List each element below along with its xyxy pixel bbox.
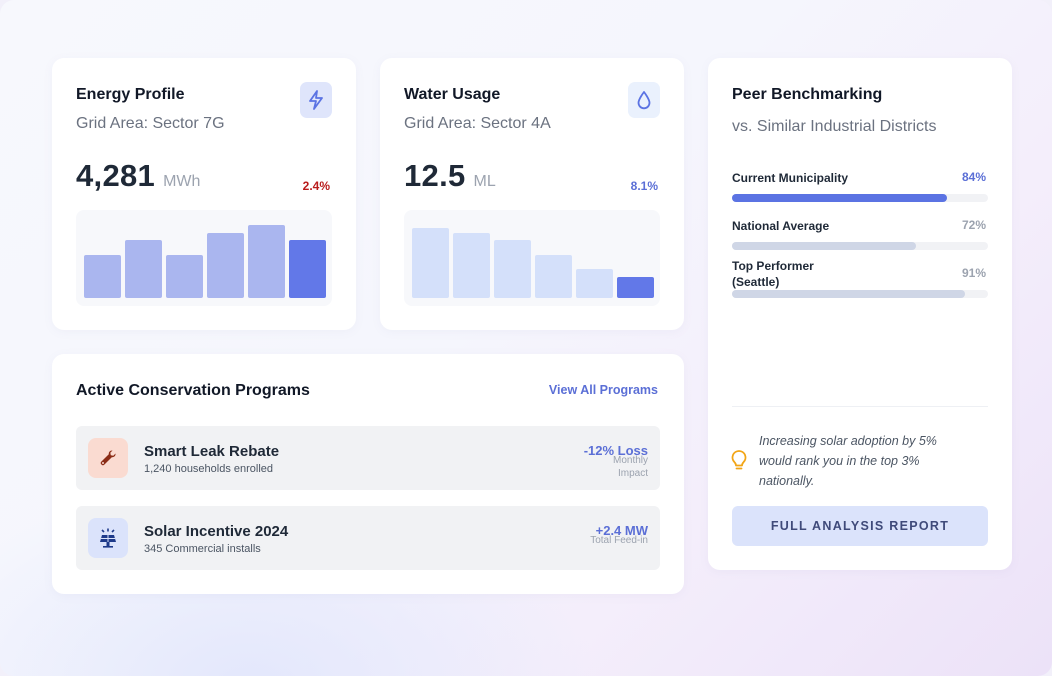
chart-bar (617, 277, 654, 298)
benchmark-label: Top Performer (Seattle) (732, 259, 814, 289)
wrench-icon (88, 438, 128, 478)
water-card-title: Water Usage (404, 86, 501, 103)
chart-bar (453, 233, 490, 298)
program-item[interactable]: Solar Incentive 2024 345 Commercial inst… (76, 506, 660, 570)
program-metric: -12% Loss (583, 443, 648, 458)
benchmark-subtitle: vs. Similar Industrial Districts (732, 118, 937, 135)
chart-bar (535, 255, 572, 298)
benchmark-value: 91% (961, 266, 986, 280)
view-all-programs-link[interactable]: View All Programs (548, 383, 658, 397)
chart-bar (494, 240, 531, 298)
program-detail: 1,240 households enrolled (144, 463, 274, 475)
benchmark-label: Current Municipality (732, 171, 849, 185)
chart-bar (166, 255, 203, 298)
energy-card-title: Energy Profile (76, 86, 185, 103)
energy-card-subtitle: Grid Area: Sector 7G (76, 115, 225, 132)
energy-metric: 4,281 MWh (76, 158, 200, 194)
benchmark-row: Current Municipality 84% (732, 170, 988, 202)
water-usage-card: Water Usage Grid Area: Sector 4A 12.5 ML… (380, 58, 684, 330)
water-drop-icon (628, 82, 660, 118)
chart-bar (576, 269, 613, 298)
energy-unit: MWh (163, 173, 201, 190)
benchmark-label: National Average (732, 219, 830, 233)
lightbulb-icon (730, 449, 748, 478)
peer-benchmarking-card: Peer Benchmarking vs. Similar Industrial… (708, 58, 1012, 570)
energy-profile-card: Energy Profile Grid Area: Sector 7G 4,28… (52, 58, 356, 330)
benchmark-value: 72% (961, 218, 986, 232)
chart-bar (125, 240, 162, 298)
chart-bar (248, 225, 285, 298)
program-metric-label: Total Feed-in (590, 535, 648, 546)
water-change: 8.1% (630, 179, 658, 193)
program-item[interactable]: Smart Leak Rebate 1,240 households enrol… (76, 426, 660, 490)
chart-bar (289, 240, 326, 298)
programs-title: Active Conservation Programs (76, 382, 310, 399)
energy-change: 2.4% (302, 179, 330, 193)
water-card-subtitle: Grid Area: Sector 4A (404, 115, 551, 132)
chart-bar (84, 255, 121, 298)
program-name: Solar Incentive 2024 (144, 523, 289, 540)
program-detail: 345 Commercial installs (144, 543, 261, 555)
program-metric-label: Monthly Impact (612, 455, 648, 479)
benchmark-title: Peer Benchmarking (732, 86, 883, 103)
insight-text: Increasing solar adoption by 5% would ra… (759, 434, 937, 488)
chart-bar (207, 233, 244, 298)
program-name: Smart Leak Rebate (144, 443, 280, 460)
benchmark-row: National Average 72% (732, 218, 988, 250)
water-metric: 12.5 ML (404, 158, 496, 194)
benchmark-fill (732, 194, 948, 202)
full-analysis-report-button[interactable]: FULL ANALYSIS REPORT (732, 506, 988, 546)
benchmark-track (732, 290, 988, 298)
divider (732, 406, 988, 407)
water-bar-chart (404, 210, 660, 306)
benchmark-track (732, 194, 988, 202)
solar-panel-icon (88, 518, 128, 558)
energy-bar-chart (76, 210, 332, 306)
water-value: 12.5 (404, 158, 466, 193)
benchmark-row: Top Performer (Seattle) 91% (732, 258, 988, 298)
lightning-icon (300, 82, 332, 118)
program-metric: +2.4 MW (595, 523, 648, 538)
conservation-programs-card: Active Conservation Programs View All Pr… (52, 354, 684, 594)
benchmark-fill (732, 242, 917, 250)
benchmark-value: 84% (961, 170, 986, 184)
benchmark-fill (732, 290, 965, 298)
benchmark-track (732, 242, 988, 250)
water-unit: ML (473, 173, 496, 190)
chart-bar (412, 228, 449, 298)
energy-value: 4,281 (76, 158, 156, 193)
